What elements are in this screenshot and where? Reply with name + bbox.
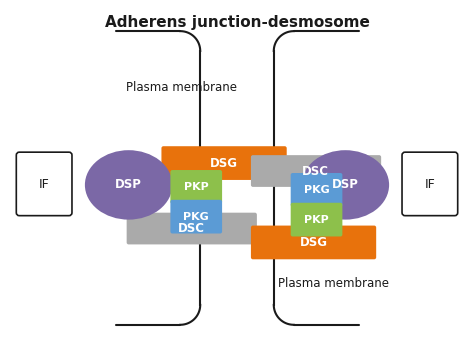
FancyBboxPatch shape [402,152,458,216]
Ellipse shape [85,150,173,220]
Text: PKP: PKP [304,215,329,225]
Text: DSC: DSC [302,164,329,177]
Text: IF: IF [39,179,49,191]
FancyBboxPatch shape [170,170,222,204]
Text: PKP: PKP [184,182,209,192]
Text: DSP: DSP [332,179,359,191]
FancyBboxPatch shape [291,203,342,236]
Text: Plasma membrane: Plasma membrane [278,277,389,290]
Text: PKG: PKG [183,212,209,222]
FancyBboxPatch shape [162,146,287,180]
Text: Plasma membrane: Plasma membrane [126,81,237,94]
Text: Adherens junction-desmosome: Adherens junction-desmosome [105,15,369,30]
Text: DSG: DSG [210,157,238,170]
FancyBboxPatch shape [16,152,72,216]
FancyBboxPatch shape [251,226,376,259]
Text: DSG: DSG [300,236,328,249]
FancyBboxPatch shape [291,173,342,207]
FancyBboxPatch shape [127,213,257,244]
Text: PKG: PKG [304,185,329,195]
Text: IF: IF [425,179,435,191]
Text: DSP: DSP [115,179,142,191]
FancyBboxPatch shape [251,155,381,187]
Ellipse shape [301,150,389,220]
Text: DSC: DSC [178,222,205,235]
FancyBboxPatch shape [170,200,222,234]
